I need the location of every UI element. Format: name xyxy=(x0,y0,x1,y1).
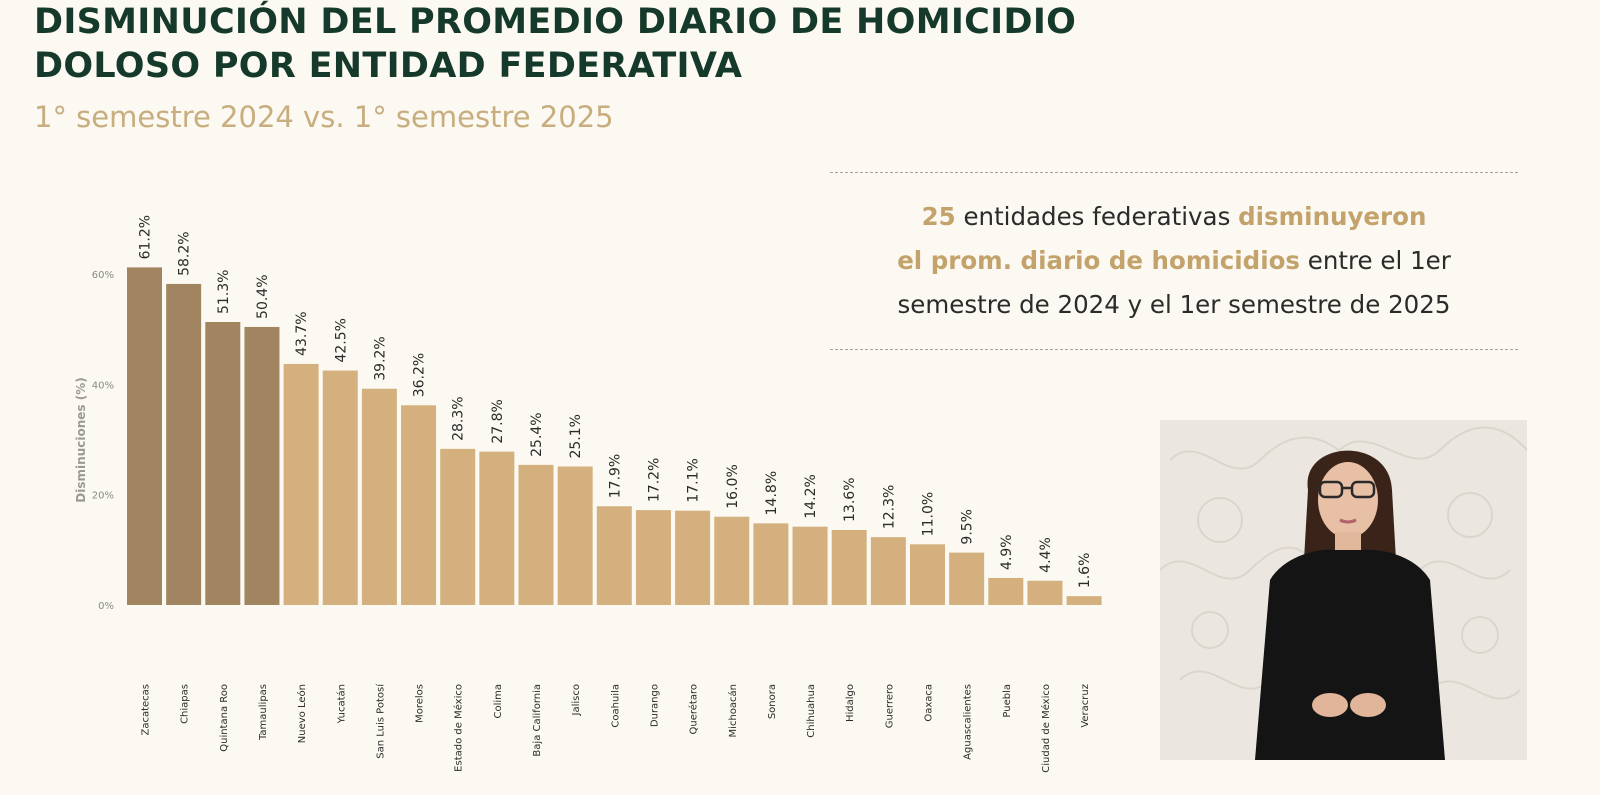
bar xyxy=(1027,580,1063,605)
bar xyxy=(518,464,554,605)
info-text-2: entre el 1er xyxy=(1300,246,1451,275)
title-line-2: DOLOSO POR ENTIDAD FEDERATIVA xyxy=(34,46,743,86)
data-label: 50.4% xyxy=(255,274,271,318)
x-tick-label: Baja California xyxy=(532,684,543,757)
x-tick-label: Coahuila xyxy=(610,684,621,728)
bar xyxy=(557,466,593,605)
y-tick-label: 40% xyxy=(92,380,114,391)
data-label: 25.1% xyxy=(568,414,584,458)
info-highlight-1: disminuyeron xyxy=(1238,202,1427,231)
info-text: 25 entidades federativas disminuyeron el… xyxy=(830,195,1518,327)
bar xyxy=(714,516,750,605)
x-tick-label: Guerrero xyxy=(884,684,895,728)
info-count: 25 xyxy=(921,202,956,231)
data-label: 9.5% xyxy=(960,509,976,545)
x-tick-label: Oaxaca xyxy=(924,684,935,722)
bar xyxy=(283,363,319,605)
data-label: 17.1% xyxy=(686,458,702,502)
bar xyxy=(635,510,671,605)
data-label: 51.3% xyxy=(216,270,232,314)
info-box: 25 entidades federativas disminuyeron el… xyxy=(830,172,1518,350)
data-label: 36.2% xyxy=(412,353,428,397)
x-tick-label: Tamaulipas xyxy=(258,684,269,741)
x-tick-label: Querétaro xyxy=(688,684,700,734)
data-label: 4.9% xyxy=(999,534,1015,570)
bar xyxy=(831,529,867,605)
y-tick-label: 60% xyxy=(92,270,114,281)
x-tick-label: Aguascalientes xyxy=(963,684,974,760)
bar xyxy=(949,552,985,605)
bar xyxy=(675,510,711,605)
x-tick-label: Durango xyxy=(649,684,660,727)
data-label: 28.3% xyxy=(451,396,467,440)
bar xyxy=(361,388,397,605)
bar xyxy=(596,506,632,605)
data-label: 16.0% xyxy=(725,464,741,508)
y-tick-label: 0% xyxy=(98,601,114,612)
interpreter-image xyxy=(1160,420,1527,760)
info-highlight-2: el prom. diario de homicidios xyxy=(897,246,1301,275)
sign-language-interpreter-video xyxy=(1160,420,1527,760)
y-tick-label: 20% xyxy=(92,491,114,502)
x-tick-label: Yucatán xyxy=(335,684,347,724)
bar xyxy=(401,405,437,605)
bar xyxy=(753,523,789,605)
x-tick-label: Hidalgo xyxy=(845,684,856,722)
bar xyxy=(440,448,476,605)
data-label: 25.4% xyxy=(529,412,545,456)
title-line-1: DISMINUCIÓN DEL PROMEDIO DIARIO DE HOMIC… xyxy=(34,2,1077,42)
bar xyxy=(244,326,280,605)
x-tick-label: Ciudad de México xyxy=(1040,684,1052,773)
x-tick-label: San Luis Potosí xyxy=(374,683,386,759)
bar xyxy=(1066,596,1102,605)
bar xyxy=(792,526,828,605)
data-label: 11.0% xyxy=(921,492,937,536)
x-tick-label: Chihuahua xyxy=(806,684,817,738)
subtitle: 1° semestre 2024 vs. 1° semestre 2025 xyxy=(34,100,614,134)
x-tick-label: Jalisco xyxy=(571,684,582,716)
data-label: 1.6% xyxy=(1077,553,1093,589)
info-text-1: entidades federativas xyxy=(955,202,1239,231)
bar xyxy=(166,283,202,605)
data-label: 14.2% xyxy=(803,474,819,518)
data-label: 12.3% xyxy=(881,485,897,529)
x-tick-label: Nuevo León xyxy=(296,684,308,743)
bar xyxy=(910,544,945,605)
x-tick-label: Zacatecas xyxy=(141,684,152,736)
x-tick-label: Chiapas xyxy=(180,684,191,724)
x-tick-label: Quintana Roo xyxy=(219,684,230,752)
data-label: 43.7% xyxy=(294,311,310,355)
x-tick-label: Michoacán xyxy=(727,684,739,737)
data-label: 17.2% xyxy=(646,458,662,502)
info-text-3: semestre de 2024 y el 1er semestre de 20… xyxy=(897,290,1451,319)
x-tick-label: Morelos xyxy=(415,684,426,723)
data-label: 17.9% xyxy=(607,454,623,498)
x-tick-label: Puebla xyxy=(1002,684,1013,718)
page-title: DISMINUCIÓN DEL PROMEDIO DIARIO DE HOMIC… xyxy=(34,0,1076,88)
data-label: 14.8% xyxy=(764,471,780,515)
bar xyxy=(127,267,162,605)
data-label: 58.2% xyxy=(177,231,193,275)
data-label: 4.4% xyxy=(1038,537,1054,573)
x-tick-label: Sonora xyxy=(767,684,778,719)
x-tick-label: Veracruz xyxy=(1080,684,1091,728)
data-label: 39.2% xyxy=(372,336,388,380)
bar xyxy=(322,370,358,605)
data-label: 13.6% xyxy=(842,477,858,521)
x-tick-label: Colima xyxy=(493,684,504,719)
y-axis-label: Disminuciones (%) xyxy=(74,377,88,502)
data-label: 27.8% xyxy=(490,399,506,443)
data-label: 61.2% xyxy=(138,215,154,259)
bar xyxy=(205,321,241,605)
bar xyxy=(479,451,515,605)
bar-chart: Disminuciones (%) 0% 20% 40% 60% 61.2% Zacatec… xyxy=(74,215,1102,773)
bar xyxy=(988,577,1024,605)
x-tick-label: Estado de México xyxy=(453,684,465,772)
data-label: 42.5% xyxy=(333,318,349,362)
bar xyxy=(870,537,906,605)
